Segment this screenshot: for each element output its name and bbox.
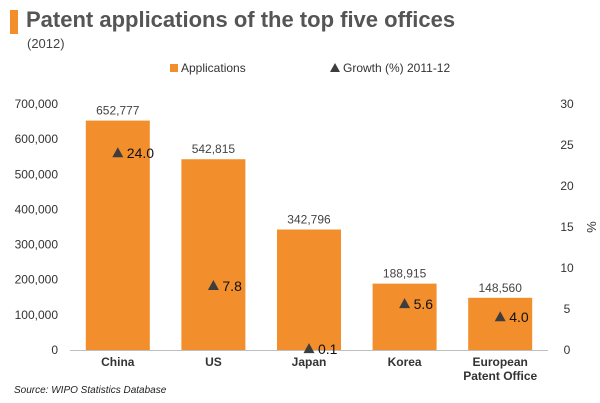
- bar: [372, 283, 437, 350]
- growth-value-label: 5.6: [414, 296, 434, 312]
- bar-value-label: 148,560: [479, 281, 523, 295]
- x-tick-label: US: [205, 355, 222, 369]
- y-left-tick-label: 600,000: [15, 132, 59, 146]
- growth-value-label: 0.1: [318, 341, 338, 357]
- y-left-tick-label: 100,000: [15, 308, 59, 322]
- y-left-tick-label: 200,000: [15, 273, 59, 287]
- bar-value-label: 342,796: [287, 213, 331, 227]
- growth-marker: [112, 147, 124, 158]
- growth-marker: [207, 280, 219, 291]
- x-tick-label: Korea: [388, 355, 422, 369]
- legend-label-growth: Growth (%) 2011-12: [343, 61, 450, 75]
- y-left-tick-label: 500,000: [15, 167, 59, 181]
- y-right-tick-label: 5: [564, 302, 571, 316]
- y-right-tick-label: 15: [560, 220, 574, 234]
- bar: [181, 159, 246, 350]
- legend-label-applications: Applications: [181, 61, 246, 75]
- legend-swatch-applications: [170, 64, 178, 72]
- y-right-tick-label: 10: [560, 261, 574, 275]
- growth-value-label: 4.0: [509, 309, 529, 325]
- x-tick-label: Patent Office: [463, 369, 537, 383]
- chart-title: Patent applications of the top five offi…: [26, 7, 456, 32]
- bar-value-label: 652,777: [96, 104, 140, 118]
- y-right-tick-label: 30: [560, 97, 574, 111]
- bar: [468, 297, 533, 350]
- bar-value-label: 542,815: [192, 142, 236, 156]
- y-left-tick-label: 300,000: [15, 238, 59, 252]
- source-note: Source: WIPO Statistics Database: [14, 385, 167, 396]
- growth-marker: [399, 298, 411, 309]
- y-left-tick-label: 0: [51, 343, 58, 357]
- bar: [277, 229, 341, 350]
- growth-value-label: 7.8: [222, 278, 242, 294]
- y-right-tick-label: 20: [560, 179, 574, 193]
- y-left-tick-label: 700,000: [15, 97, 59, 111]
- y-right-tick-label: 0: [564, 343, 571, 357]
- y-right-axis-label: %: [584, 221, 599, 233]
- x-tick-label: Japan: [292, 355, 327, 369]
- bar-value-label: 188,915: [383, 267, 427, 281]
- y-left-tick-label: 400,000: [15, 202, 59, 216]
- x-tick-label: European: [473, 355, 528, 369]
- bar: [85, 120, 150, 350]
- chart-subtitle: (2012): [27, 36, 65, 51]
- title-accent-bar: [10, 10, 18, 34]
- growth-value-label: 24.0: [127, 145, 154, 161]
- x-tick-label: China: [101, 355, 135, 369]
- y-right-tick-label: 25: [560, 138, 574, 152]
- legend-marker-growth: [330, 63, 340, 72]
- growth-marker: [303, 343, 315, 354]
- growth-marker: [494, 311, 506, 322]
